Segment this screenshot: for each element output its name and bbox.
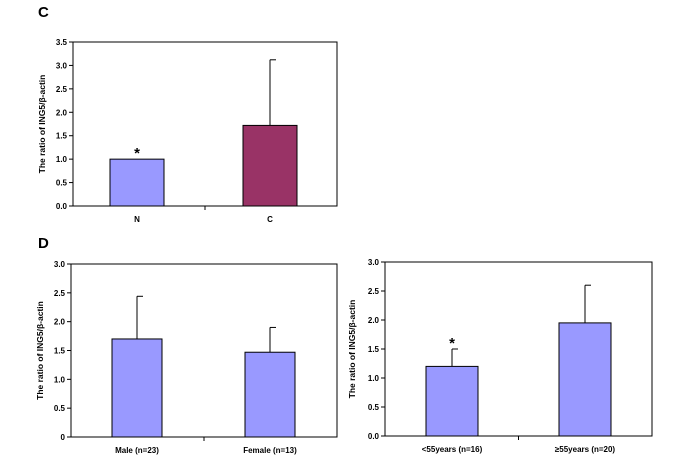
chart-d-sex-category-label: Male (n=23) — [115, 446, 159, 455]
chart-d-sex-bar — [111, 338, 163, 438]
panel-letter-d: D — [38, 235, 49, 252]
chart-d-sex-bar — [244, 351, 296, 438]
chart-d-sex: 0 0.5 1.0 1.5 2.0 2.5 3.0 The ratio of ING5/β-a… — [35, 260, 338, 455]
chart-d-age-y-axis-title: The ratio of ING5/β-actin — [347, 300, 357, 399]
chart-d-sex-y-tick-label: 1.0 — [54, 375, 66, 384]
chart-d-age: 0.0 0.5 1.0 1.5 2.0 2.5 3.0 The ratio of ING5/β… — [347, 258, 653, 454]
chart-d-age-y-tick-label: 2.0 — [368, 316, 380, 325]
chart-c-category-label: N — [134, 215, 140, 224]
chart-d-sex-y-tick-label: 2.5 — [54, 289, 66, 298]
chart-d-sex-y-tick-label: 2.0 — [54, 318, 66, 327]
chart-c-y-tick-label: 1.0 — [56, 155, 68, 164]
chart-d-age-bar — [558, 322, 612, 437]
chart-d-sex-y-axis-title: The ratio of ING5/β-actin — [35, 301, 45, 400]
chart-d-sex-category-label: Female (n=13) — [243, 446, 297, 455]
chart-d-age-y-tick-label: 1.5 — [368, 345, 380, 354]
chart-d-age-category-label: ≥55years (n=20) — [555, 445, 616, 454]
chart-d-age-y-tick-label: 3.0 — [368, 258, 380, 267]
chart-d-age-y-tick-label: 1.0 — [368, 374, 380, 383]
chart-c-category-label: C — [267, 215, 273, 224]
chart-d-age-significance-mark: * — [449, 335, 455, 352]
chart-c-bar — [242, 124, 298, 207]
chart-c-y-tick-label: 2.0 — [56, 108, 68, 117]
chart-c: 0.0 0.5 1.0 1.5 2.0 2.5 3.0 3.5 The ratio of ING… — [37, 38, 338, 224]
chart-d-age-plot-frame — [384, 261, 653, 437]
chart-d-age-y-tick-label: 0.0 — [368, 432, 380, 441]
chart-d-sex-y-tick-label: 1.5 — [54, 347, 66, 356]
chart-d-age-category-label: <55years (n=16) — [422, 445, 483, 454]
chart-c-y-tick-label: 3.5 — [56, 38, 68, 47]
chart-c-y-tick-label: 0.0 — [56, 202, 68, 211]
chart-d-age-y-tick-label: 2.5 — [368, 287, 380, 296]
chart-d-age-y-tick-label: 0.5 — [368, 403, 380, 412]
chart-c-bar — [109, 158, 165, 207]
chart-group: 0.0 0.5 1.0 1.5 2.0 2.5 3.0 3.5 The ratio of ING… — [35, 38, 653, 455]
chart-c-y-tick-label: 1.5 — [56, 132, 68, 141]
chart-c-significance-mark: * — [134, 145, 140, 162]
chart-d-sex-plot-frame — [70, 263, 338, 438]
chart-d-sex-y-tick-label: 3.0 — [54, 260, 66, 269]
chart-c-y-tick-label: 3.0 — [56, 61, 68, 70]
chart-c-y-axis-title: The ratio of ING5/β-actin — [37, 75, 47, 174]
panel-letter-c: C — [38, 4, 49, 21]
chart-c-y-tick-label: 0.5 — [56, 179, 68, 188]
chart-c-y-tick-label: 2.5 — [56, 85, 68, 94]
chart-d-sex-y-tick-label: 0.5 — [54, 404, 66, 413]
chart-d-sex-y-tick-label: 0 — [61, 433, 66, 442]
chart-d-age-bar — [425, 365, 479, 437]
